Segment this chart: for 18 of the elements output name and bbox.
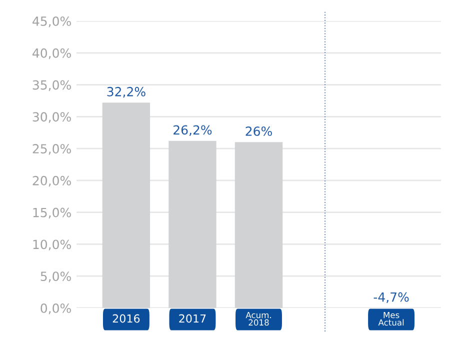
y-tick-label: 5,0%	[40, 272, 71, 282]
text: -4,7%	[374, 292, 409, 304]
y-tick-label: 0,0%	[40, 303, 71, 314]
y-tick-label: 35,0%	[32, 80, 71, 91]
data-label: 26%	[246, 126, 272, 136]
y-tick-label: 30,0%	[32, 112, 71, 123]
y-tick-label: 20,0%	[32, 176, 71, 187]
data-label: 26,2%	[174, 125, 212, 136]
x-tick-label: 2016	[112, 314, 140, 323]
y-tick-label: 40,0%	[32, 48, 71, 60]
y-tick-label: 10,0%	[33, 240, 71, 250]
y-tick-label: 15,0%	[33, 208, 71, 219]
x-tick-label: Mes Actual	[378, 312, 404, 326]
y-tick-label: 45,0%	[32, 16, 71, 28]
x-tick-label: Acum. 2018	[246, 312, 271, 326]
y-tick-label: 25,0%	[32, 144, 71, 155]
data-label: 32,2%	[107, 86, 146, 98]
x-tick-label: 2017	[179, 314, 206, 323]
